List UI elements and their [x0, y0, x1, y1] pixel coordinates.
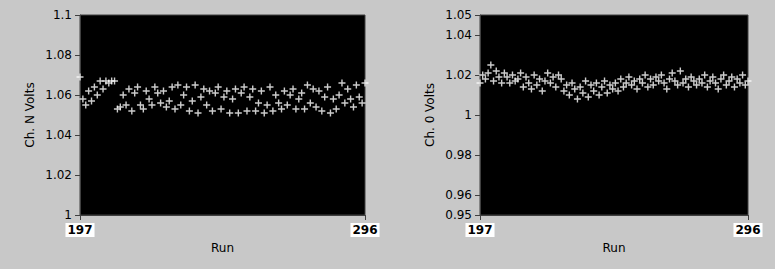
svg-text:1.05: 1.05: [445, 8, 472, 22]
svg-text:1.04: 1.04: [445, 28, 472, 42]
svg-text:0.96: 0.96: [445, 188, 472, 202]
svg-text:Run: Run: [602, 241, 625, 255]
svg-text:1.04: 1.04: [45, 128, 72, 142]
svg-text:0.98: 0.98: [445, 148, 472, 162]
svg-text:1.08: 1.08: [45, 48, 72, 62]
svg-text:1.1: 1.1: [53, 8, 72, 22]
svg-text:Ch. 0 Volts: Ch. 0 Volts: [423, 83, 437, 147]
svg-text:197: 197: [467, 223, 492, 237]
svg-text:1.02: 1.02: [45, 168, 72, 182]
svg-text:1: 1: [464, 108, 472, 122]
svg-text:197: 197: [67, 223, 92, 237]
svg-text:296: 296: [735, 223, 760, 237]
svg-text:Run: Run: [211, 241, 234, 255]
svg-text:0.95: 0.95: [445, 208, 472, 222]
svg-text:296: 296: [352, 223, 377, 237]
svg-text:1.06: 1.06: [45, 88, 72, 102]
svg-text:1.02: 1.02: [445, 68, 472, 82]
svg-text:Ch. N Volts: Ch. N Volts: [23, 82, 37, 147]
svg-text:1: 1: [64, 208, 72, 222]
